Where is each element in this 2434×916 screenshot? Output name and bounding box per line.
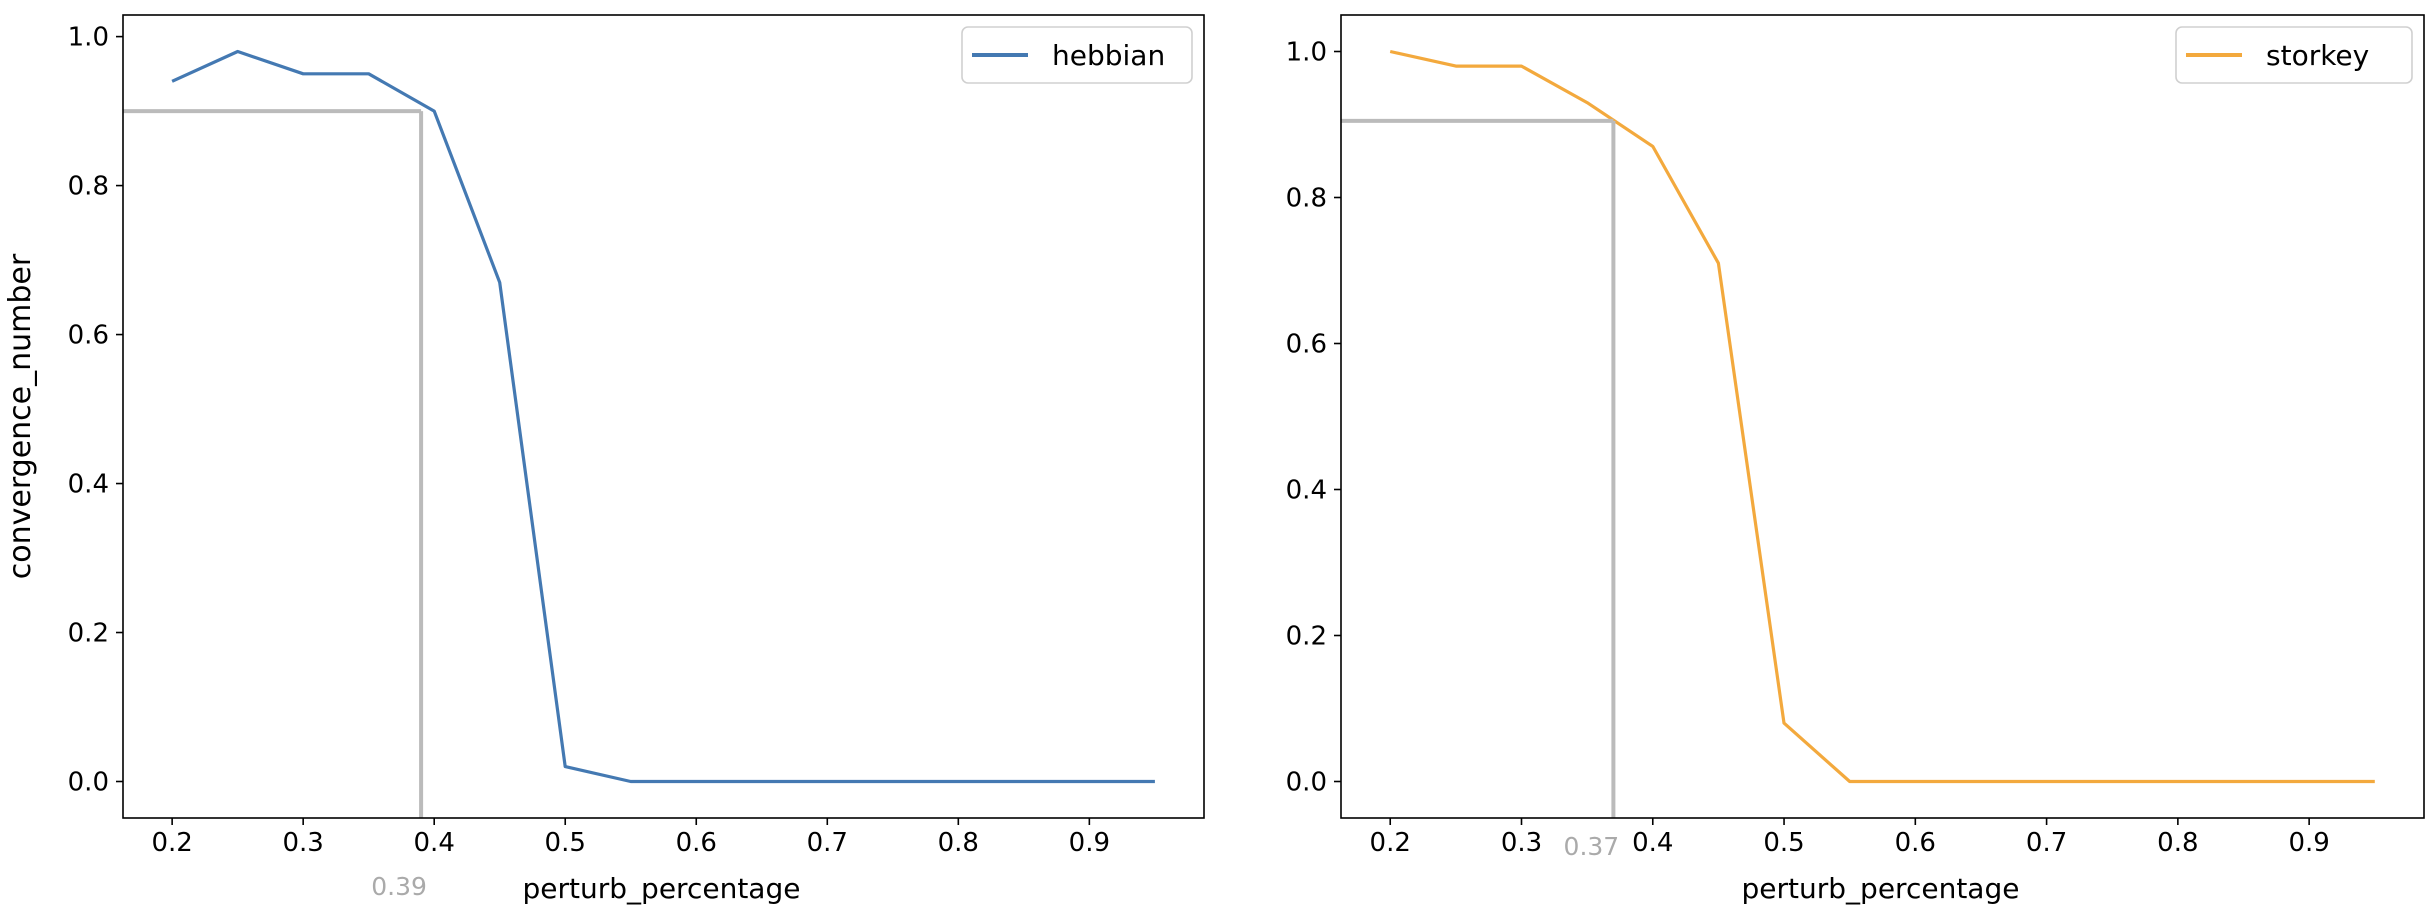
- x-tick-label: 0.3: [282, 828, 323, 858]
- x-tick-label: 0.2: [1370, 828, 1411, 858]
- x-tick-label: 0.2: [151, 828, 192, 858]
- x-axis-label: perturb_percentage: [1742, 872, 2020, 905]
- threshold-value-label: 0.37: [1564, 832, 1620, 861]
- x-tick-label: 0.4: [1632, 828, 1673, 858]
- y-tick-label: 0.8: [68, 172, 109, 202]
- y-tick-label: 0.4: [1286, 476, 1327, 506]
- x-axis-label: perturb_percentage: [523, 872, 801, 905]
- chart-panel-2: 0.2 0.3 0.4 0.5 0.6 0.7 0.8 0.9 0.0 0.2 0.4 0.6 0.8 1…: [1286, 14, 2425, 905]
- legend-box: [2175, 26, 2413, 84]
- legend: storkey: [2175, 26, 2413, 84]
- legend-label: storkey: [2266, 39, 2369, 72]
- axes-frame: [122, 14, 1205, 819]
- x-tick-label: 0.7: [2026, 828, 2067, 858]
- y-tick-label: 0.0: [1286, 768, 1327, 798]
- x-tick-label: 0.5: [1763, 828, 1804, 858]
- y-tick-label: 0.6: [1286, 330, 1327, 360]
- legend: hebbian: [961, 26, 1193, 84]
- y-tick-label: 1.0: [1286, 38, 1327, 68]
- x-tick-label: 0.8: [2157, 828, 2198, 858]
- x-tick-label: 0.7: [807, 828, 848, 858]
- threshold-value-label: 0.39: [371, 872, 427, 901]
- chart-panel-1: 0.2 0.3 0.4 0.5 0.6 0.7 0.8 0.9 0.0 0.2 0.4 0.6 0.8 1…: [3, 14, 1205, 905]
- y-tick-label: 0.2: [1286, 622, 1327, 652]
- legend-box: [961, 26, 1193, 84]
- x-tick-label: 0.3: [1501, 828, 1542, 858]
- x-tick-label: 0.4: [414, 828, 455, 858]
- y-tick-label: 0.0: [68, 768, 109, 798]
- series-line-hebbian: [171, 49, 1155, 784]
- y-axis-label: convergence_number: [3, 253, 38, 579]
- x-tick-label: 0.6: [676, 828, 717, 858]
- x-tick-label: 0.9: [2288, 828, 2329, 858]
- x-tick-label: 0.9: [1069, 828, 1110, 858]
- y-tick-label: 0.8: [1286, 184, 1327, 214]
- y-tick-label: 0.4: [68, 470, 109, 500]
- legend-label: hebbian: [1052, 39, 1165, 72]
- y-tick-label: 0.6: [68, 321, 109, 351]
- y-tick-label: 0.2: [68, 619, 109, 649]
- axes-frame: [1340, 14, 2425, 819]
- x-tick-label: 0.6: [1895, 828, 1936, 858]
- series-line-storkey: [1389, 49, 2375, 784]
- x-tick-label: 0.5: [545, 828, 586, 858]
- x-tick-label: 0.8: [938, 828, 979, 858]
- y-tick-label: 1.0: [68, 23, 109, 53]
